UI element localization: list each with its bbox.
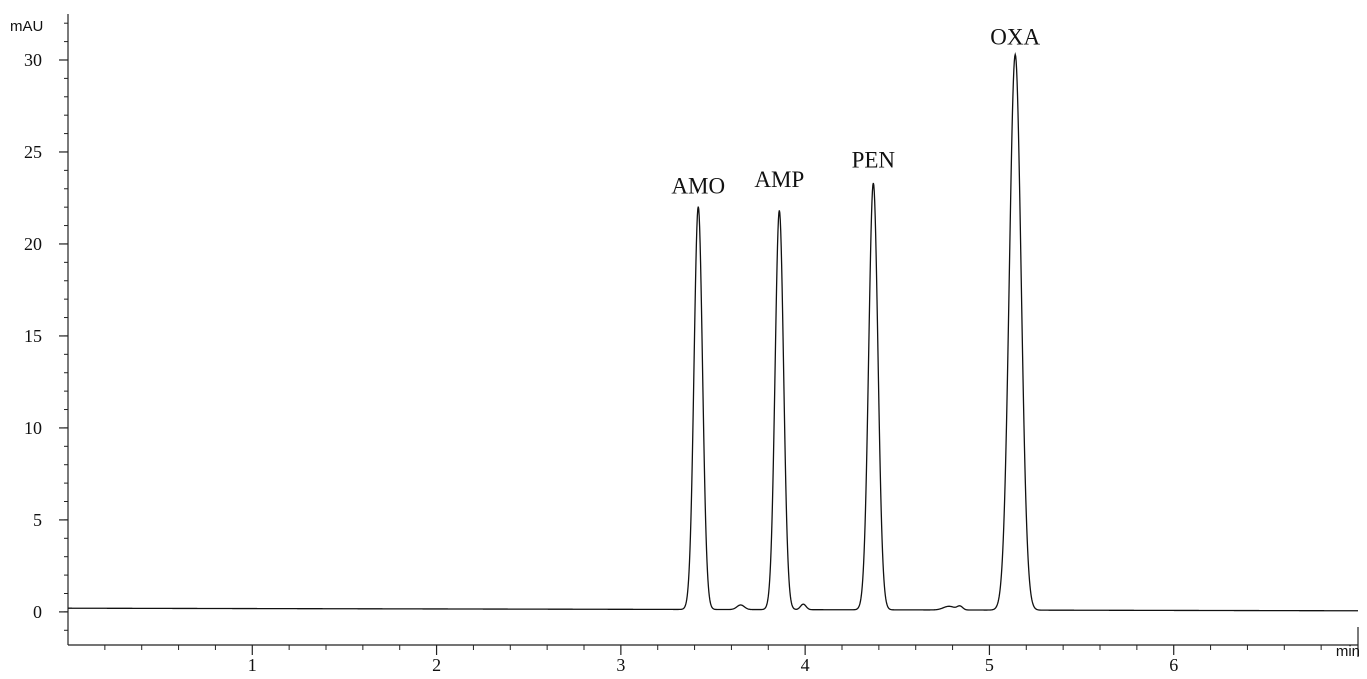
axes: 0 5 10 15 20 25 30 1 2 3 4 5 6 xyxy=(24,14,1359,675)
y-tick-label: 30 xyxy=(24,50,42,70)
x-axis-unit-label: min xyxy=(1336,643,1360,660)
x-tick-label: 6 xyxy=(1169,655,1178,675)
y-tick-label: 5 xyxy=(33,510,42,530)
peak-labels: AMO AMP PEN OXA xyxy=(671,25,1040,199)
chromatogram-trace xyxy=(68,52,1358,612)
y-tick-label: 0 xyxy=(33,602,42,622)
y-major-ticks: 0 5 10 15 20 25 30 xyxy=(24,50,68,622)
y-tick-label: 15 xyxy=(24,326,42,346)
peak-label-amp: AMP xyxy=(754,167,804,192)
x-tick-label: 5 xyxy=(985,655,994,675)
y-axis-unit-label: mAU xyxy=(10,18,43,35)
peak-label-pen: PEN xyxy=(852,147,896,172)
x-minor-ticks xyxy=(104,645,1322,650)
peak-label-amo: AMO xyxy=(671,173,725,198)
x-tick-label: 4 xyxy=(801,655,810,675)
x-major-ticks: 1 2 3 4 5 6 xyxy=(248,645,1178,675)
x-tick-label: 1 xyxy=(248,655,257,675)
x-tick-label: 2 xyxy=(432,655,441,675)
y-tick-label: 10 xyxy=(24,418,42,438)
y-tick-label: 20 xyxy=(24,234,42,254)
x-tick-label: 3 xyxy=(616,655,625,675)
y-tick-label: 25 xyxy=(24,142,42,162)
peak-label-oxa: OXA xyxy=(990,25,1040,50)
